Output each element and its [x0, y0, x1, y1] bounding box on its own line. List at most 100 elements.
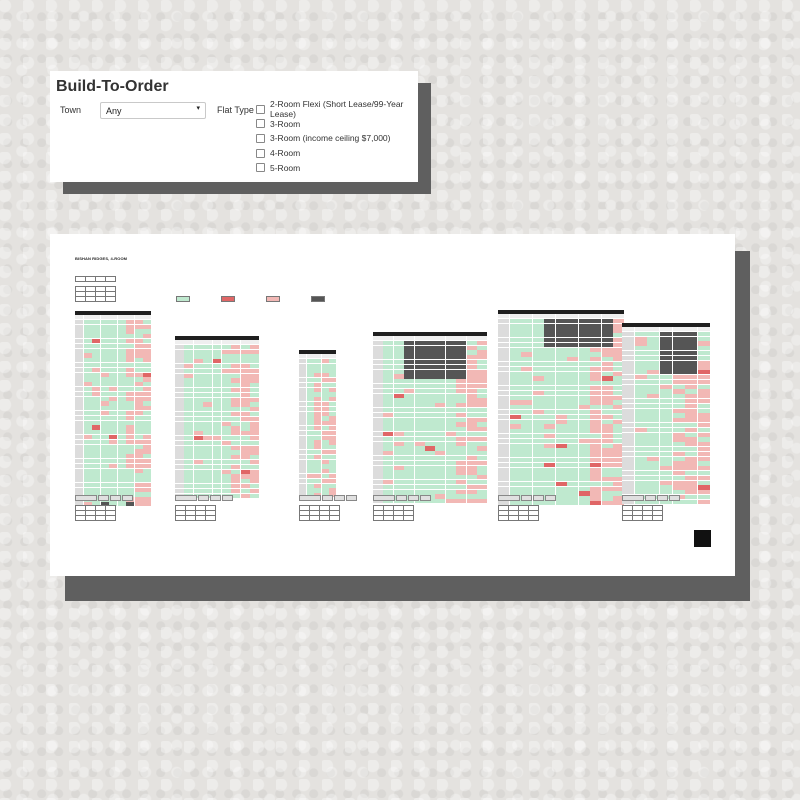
- flat-type-option[interactable]: 5-Room: [256, 160, 418, 175]
- unit-cell: [126, 353, 134, 358]
- flat-type-option[interactable]: 2-Room Flexi (Short Lease/99-Year Lease): [256, 99, 418, 119]
- unit-cell: [212, 373, 222, 378]
- unit-cell: [622, 355, 635, 361]
- unit-cell: [240, 483, 250, 489]
- unit-cell: [75, 420, 83, 425]
- unit-cell: [425, 479, 435, 485]
- unit-cell: [134, 478, 143, 483]
- unit-cell: [466, 489, 477, 494]
- unit-cell: [578, 453, 590, 458]
- unit-cell: [193, 411, 203, 417]
- checkbox[interactable]: [256, 104, 265, 114]
- checkbox[interactable]: [256, 163, 265, 173]
- unit-cell: [306, 425, 314, 431]
- unit-cell: [532, 328, 544, 333]
- unit-cell: [109, 362, 117, 368]
- unit-cell: [231, 373, 241, 378]
- unit-cell: [567, 457, 578, 463]
- unit-cell: [203, 373, 213, 378]
- unit-cell: [126, 367, 134, 373]
- flat-type-option[interactable]: 3-Room: [256, 117, 418, 132]
- unit-cell: [659, 384, 673, 389]
- unit-cell: [567, 361, 578, 367]
- unit-cell: [92, 372, 100, 377]
- unit-cell: [435, 388, 446, 394]
- unit-cell: [203, 411, 213, 417]
- unit-cell: [143, 401, 151, 406]
- unit-cell: [509, 486, 521, 491]
- unit-cell: [634, 394, 647, 399]
- unit-cell: [456, 350, 467, 355]
- unit-cell: [117, 439, 126, 445]
- unit-cell: [314, 363, 321, 368]
- unit-cell: [647, 331, 660, 337]
- unit-cell: [567, 443, 578, 448]
- unit-cell: [425, 359, 435, 365]
- unit-cell: [555, 481, 567, 487]
- unit-cell: [373, 407, 383, 413]
- unit-cell: [92, 410, 100, 416]
- unit-cell: [117, 329, 126, 334]
- unit-cell: [659, 408, 673, 413]
- unit-cell: [445, 388, 456, 394]
- unit-cell: [404, 465, 415, 470]
- unit-cell: [203, 431, 213, 436]
- unit-cell: [498, 381, 509, 386]
- unit-cell: [240, 383, 250, 388]
- unit-cell: [221, 445, 231, 450]
- checkbox[interactable]: [256, 148, 265, 158]
- unit-cell: [134, 377, 143, 382]
- unit-cell: [567, 395, 578, 400]
- unit-cell: [477, 455, 487, 461]
- unit-cell: [590, 352, 601, 357]
- unit-cell: [647, 461, 660, 466]
- unit-cell: [425, 484, 435, 489]
- unit-cell: [299, 387, 306, 392]
- unit-cell: [435, 407, 446, 413]
- town-select[interactable]: Any ▾: [100, 102, 206, 119]
- unit-cell: [100, 430, 109, 435]
- unit-cell: [521, 333, 532, 338]
- unit-cell: [647, 346, 660, 351]
- unit-cell: [456, 499, 467, 504]
- unit-cell: [75, 401, 83, 406]
- unit-cell: [231, 397, 241, 402]
- unit-cell: [445, 465, 456, 470]
- flat-type-option[interactable]: 3-Room (income ceiling $7,000): [256, 131, 418, 146]
- unit-cell: [117, 377, 126, 382]
- unit-cell: [532, 371, 544, 376]
- unit-cell: [498, 352, 509, 357]
- unit-cell: [134, 353, 143, 358]
- unit-cell: [193, 445, 203, 450]
- unit-cell: [414, 484, 425, 489]
- unit-cell: [143, 415, 151, 421]
- unit-cell: [117, 430, 126, 435]
- unit-cell: [567, 390, 578, 396]
- unit-cell: [567, 438, 578, 444]
- unit-cell: [299, 440, 306, 445]
- unit-cell: [143, 449, 151, 454]
- unit-cell: [445, 460, 456, 466]
- unit-cell: [466, 451, 477, 456]
- unit-cell: [83, 502, 92, 507]
- unit-cell: [221, 455, 231, 460]
- block-header: [373, 332, 487, 336]
- unit-cell: [203, 392, 213, 398]
- unit-cell: [634, 355, 647, 361]
- unit-cell: [659, 341, 673, 346]
- checkbox[interactable]: [256, 133, 265, 143]
- flat-type-option[interactable]: 4-Room: [256, 146, 418, 161]
- unit-cell: [126, 410, 134, 416]
- unit-cell: [240, 392, 250, 398]
- checkbox[interactable]: [256, 119, 265, 129]
- unit-cell: [521, 314, 532, 319]
- unit-cell: [498, 314, 509, 319]
- unit-cell: [383, 422, 394, 427]
- unit-cell: [240, 435, 250, 441]
- unit-cell: [555, 419, 567, 424]
- unit-cell: [100, 482, 109, 488]
- unit-cell: [498, 357, 509, 362]
- unit-cell: [425, 475, 435, 480]
- unit-cell: [221, 450, 231, 455]
- unit-cell: [240, 407, 250, 412]
